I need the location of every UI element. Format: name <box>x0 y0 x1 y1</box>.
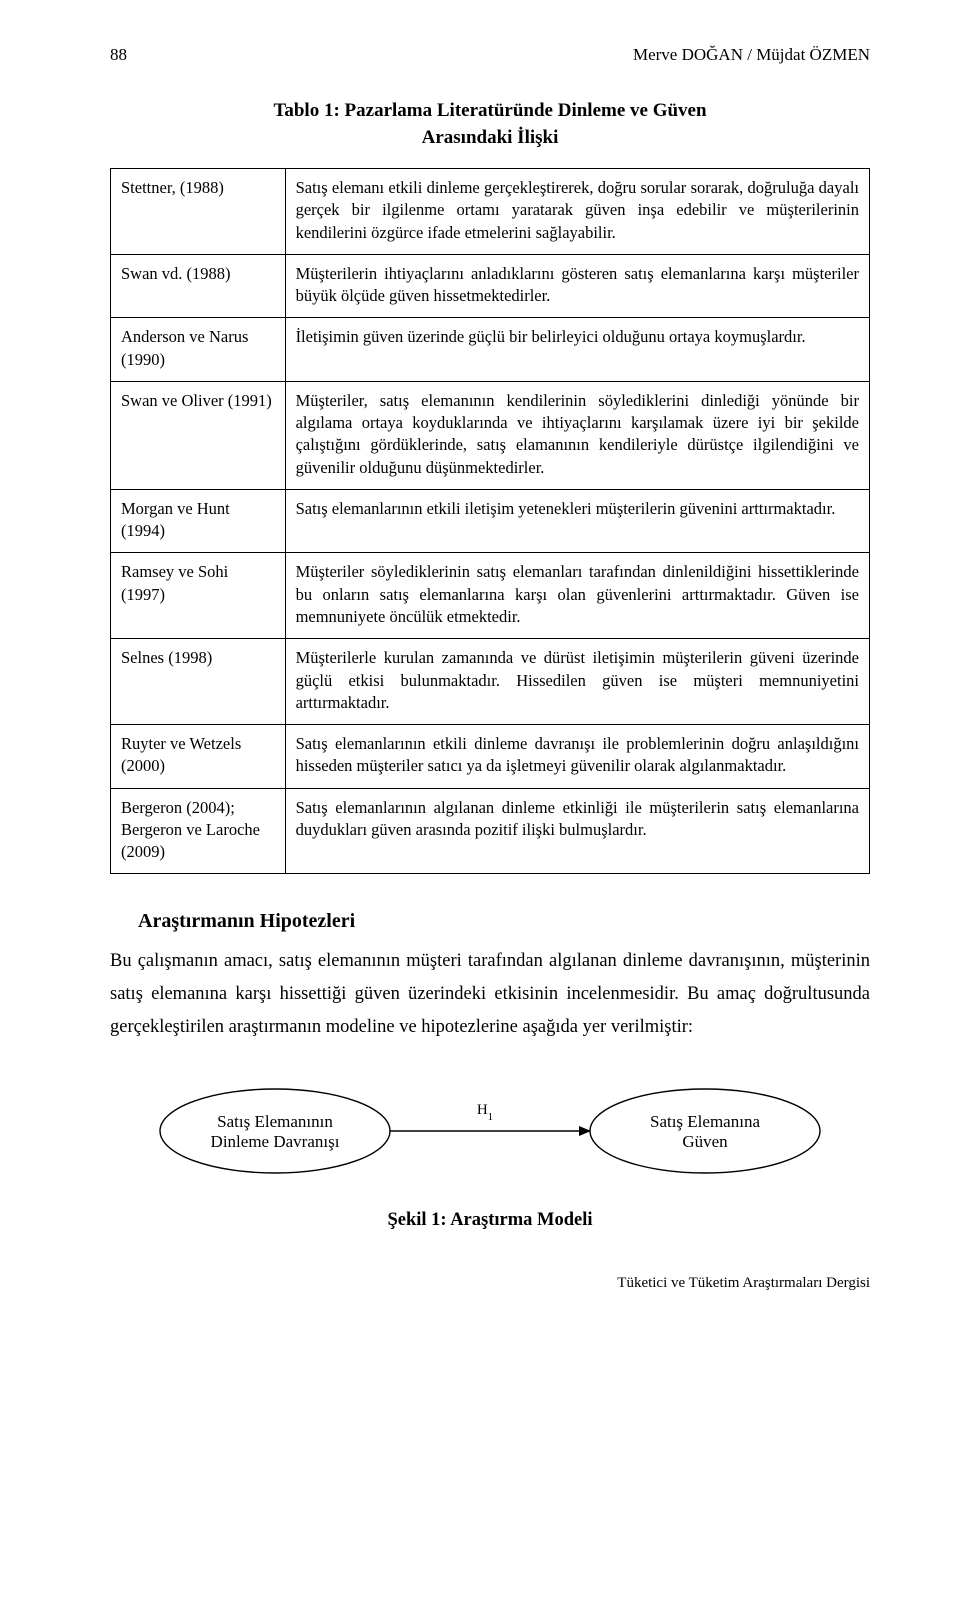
finding-cell: Müşterilerle kurulan zamanında ve dürüst… <box>285 639 869 725</box>
body-paragraph: Bu çalışmanın amacı, satış elemanının mü… <box>110 945 870 1044</box>
section-heading: Araştırmanın Hipotezleri <box>138 908 870 935</box>
authors: Merve DOĞAN / Müjdat ÖZMEN <box>633 44 870 67</box>
finding-cell: Müşterilerin ihtiyaçlarını anladıklarını… <box>285 254 869 318</box>
node-right <box>590 1089 820 1173</box>
table-row: Bergeron (2004); Bergeron ve Laroche (20… <box>111 788 870 874</box>
finding-cell: İletişimin güven üzerinde güçlü bir beli… <box>285 318 869 382</box>
figure-caption: Şekil 1: Araştırma Modeli <box>110 1208 870 1233</box>
source-cell: Selnes (1998) <box>111 639 286 725</box>
flowchart-svg: Satış Elemanının Dinleme Davranışı Satış… <box>150 1066 830 1196</box>
source-cell: Swan vd. (1988) <box>111 254 286 318</box>
source-cell: Morgan ve Hunt (1994) <box>111 489 286 553</box>
page-number: 88 <box>110 44 127 67</box>
source-cell: Swan ve Oliver (1991) <box>111 381 286 489</box>
edge-label: H1 <box>477 1102 493 1123</box>
table-row: Anderson ve Narus (1990) İletişimin güve… <box>111 318 870 382</box>
finding-cell: Satış elemanı etkili dinleme gerçekleşti… <box>285 169 869 255</box>
node-left <box>160 1089 390 1173</box>
source-cell: Bergeron (2004); Bergeron ve Laroche (20… <box>111 788 286 874</box>
source-cell: Ruyter ve Wetzels (2000) <box>111 725 286 789</box>
node-right-label-2: Güven <box>682 1132 728 1151</box>
node-left-label-1: Satış Elemanının <box>217 1112 333 1131</box>
source-cell: Ramsey ve Sohi (1997) <box>111 553 286 639</box>
table-row: Swan vd. (1988) Müşterilerin ihtiyaçları… <box>111 254 870 318</box>
finding-cell: Satış elemanlarının etkili iletişim yete… <box>285 489 869 553</box>
source-cell: Stettner, (1988) <box>111 169 286 255</box>
table-row: Selnes (1998) Müşterilerle kurulan zaman… <box>111 639 870 725</box>
finding-cell: Müşteriler söylediklerinin satış elemanl… <box>285 553 869 639</box>
running-header: 88 Merve DOĞAN / Müjdat ÖZMEN <box>110 44 870 67</box>
finding-cell: Satış elemanlarının algılanan dinleme et… <box>285 788 869 874</box>
node-left-label-2: Dinleme Davranışı <box>211 1132 340 1151</box>
node-right-label-1: Satış Elemanına <box>650 1112 760 1131</box>
table-row: Stettner, (1988) Satış elemanı etkili di… <box>111 169 870 255</box>
source-cell: Anderson ve Narus (1990) <box>111 318 286 382</box>
table-caption: Tablo 1: Pazarlama Literatüründe Dinleme… <box>230 97 750 152</box>
finding-cell: Satış elemanlarının etkili dinleme davra… <box>285 725 869 789</box>
table-row: Ramsey ve Sohi (1997) Müşteriler söyledi… <box>111 553 870 639</box>
footer-journal: Tüketici ve Tüketim Araştırmaları Dergis… <box>110 1273 870 1293</box>
table-row: Morgan ve Hunt (1994) Satış elemanlarını… <box>111 489 870 553</box>
literature-table: Stettner, (1988) Satış elemanı etkili di… <box>110 168 870 874</box>
table-row: Ruyter ve Wetzels (2000) Satış elemanlar… <box>111 725 870 789</box>
finding-cell: Müşteriler, satış elemanının kendilerini… <box>285 381 869 489</box>
table-row: Swan ve Oliver (1991) Müşteriler, satış … <box>111 381 870 489</box>
model-figure: Satış Elemanının Dinleme Davranışı Satış… <box>110 1066 870 1196</box>
